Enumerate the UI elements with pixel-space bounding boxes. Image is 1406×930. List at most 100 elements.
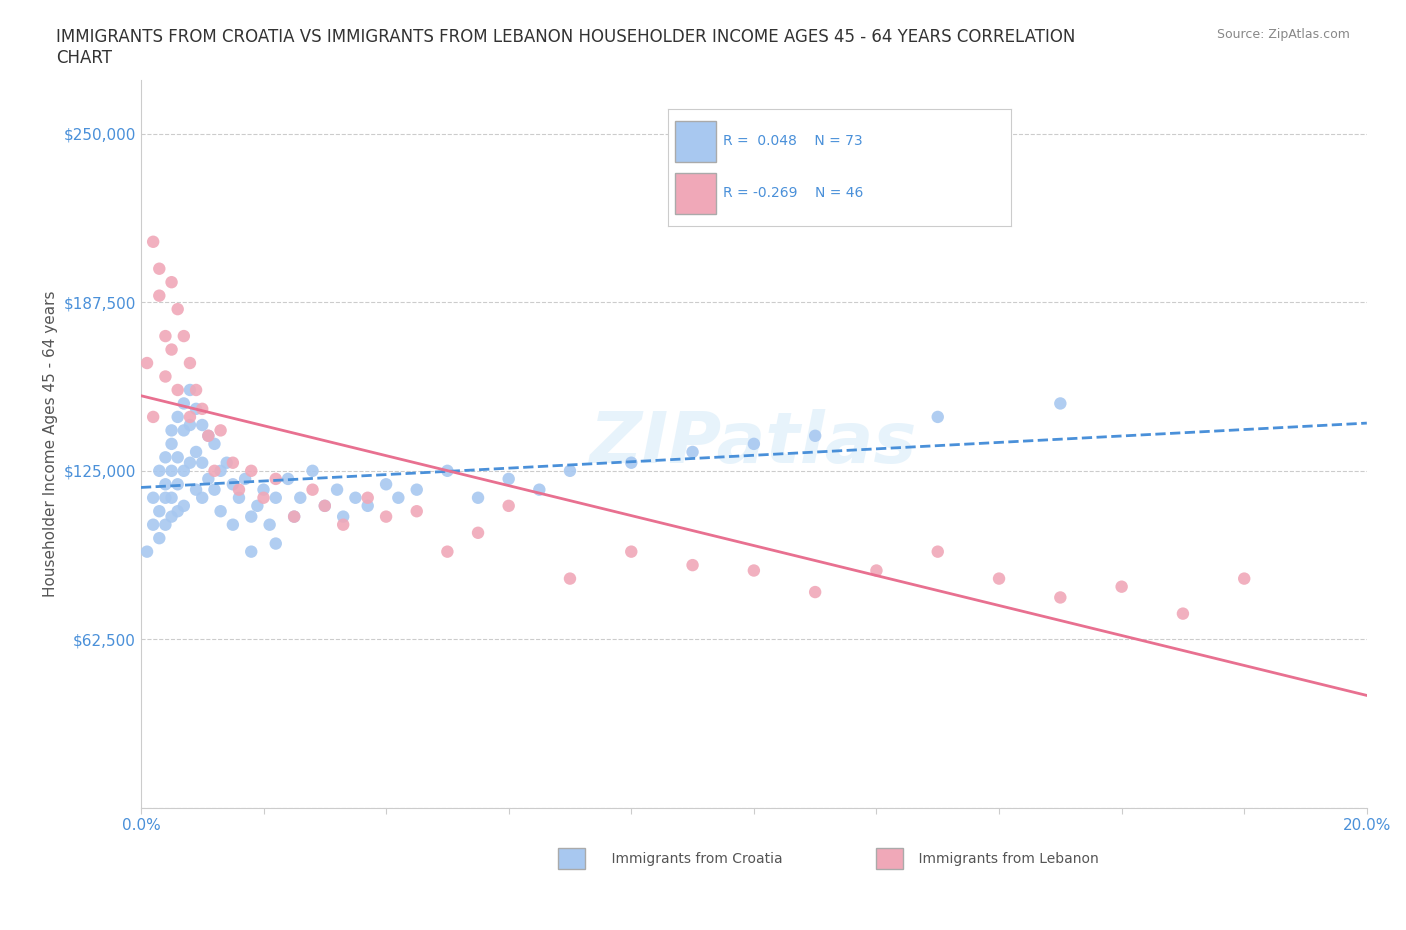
Point [166,409,188,424]
Point [142,409,165,424]
Point [344,490,367,505]
Point [160,463,183,478]
Point [558,571,581,586]
Point [160,342,183,357]
Point [197,429,219,444]
Point [436,463,458,478]
Point [240,544,263,559]
Point [179,409,201,424]
Y-axis label: Householder Income Ages 45 - 64 years: Householder Income Ages 45 - 64 years [44,290,58,597]
Point [558,463,581,478]
Point [209,463,232,478]
Point [865,563,887,578]
Point [155,450,177,465]
Point [375,477,398,492]
Point [173,396,195,411]
Point [804,585,827,600]
Point [301,463,323,478]
Point [191,418,214,432]
Point [682,558,704,573]
Point [283,510,305,525]
Point [222,456,245,471]
Point [197,472,219,486]
Point [155,490,177,505]
Point [283,510,305,525]
Point [179,456,201,471]
Point [136,355,159,370]
Point [179,418,201,432]
Point [197,429,219,444]
Point [804,429,827,444]
Point [228,490,250,505]
Point [204,436,226,451]
Point [357,498,380,513]
Point [259,517,281,532]
Point [179,382,201,397]
FancyBboxPatch shape [876,847,904,870]
Point [209,504,232,519]
Point [988,571,1011,586]
Point [233,472,256,486]
Point [148,504,170,519]
Point [142,234,165,249]
Point [184,382,207,397]
Text: ZIPatlas: ZIPatlas [591,409,918,478]
Point [332,510,354,525]
Point [277,472,299,486]
Text: Immigrants from Lebanon: Immigrants from Lebanon [901,852,1098,866]
Point [467,490,489,505]
Point [1171,606,1194,621]
Point [215,456,238,471]
Point [184,483,207,498]
Point [228,483,250,498]
Point [191,490,214,505]
Point [620,544,643,559]
Point [136,544,159,559]
Point [682,445,704,459]
Point [166,477,188,492]
Point [160,423,183,438]
Point [184,402,207,417]
Point [1111,579,1133,594]
Point [155,328,177,343]
Point [222,477,245,492]
Point [155,477,177,492]
Point [222,517,245,532]
Point [160,436,183,451]
Point [179,355,201,370]
Point [326,483,349,498]
Point [314,498,336,513]
Point [252,490,274,505]
Point [209,423,232,438]
Point [173,498,195,513]
Point [155,517,177,532]
Point [1233,571,1256,586]
Point [142,490,165,505]
Point [498,498,520,513]
Point [436,544,458,559]
Point [290,490,312,505]
Point [173,423,195,438]
Point [155,369,177,384]
Text: Source: ZipAtlas.com: Source: ZipAtlas.com [1216,28,1350,41]
Point [529,483,551,498]
Point [148,261,170,276]
Point [264,472,287,486]
Point [173,463,195,478]
Point [204,483,226,498]
Point [160,510,183,525]
Point [314,498,336,513]
Point [375,510,398,525]
Point [173,328,195,343]
Point [148,463,170,478]
Text: IMMIGRANTS FROM CROATIA VS IMMIGRANTS FROM LEBANON HOUSEHOLDER INCOME AGES 45 - : IMMIGRANTS FROM CROATIA VS IMMIGRANTS FR… [56,28,1076,67]
FancyBboxPatch shape [558,847,585,870]
Point [142,517,165,532]
Point [927,544,949,559]
Point [191,456,214,471]
Point [240,510,263,525]
Point [405,504,427,519]
Point [204,463,226,478]
Point [405,483,427,498]
Point [264,490,287,505]
